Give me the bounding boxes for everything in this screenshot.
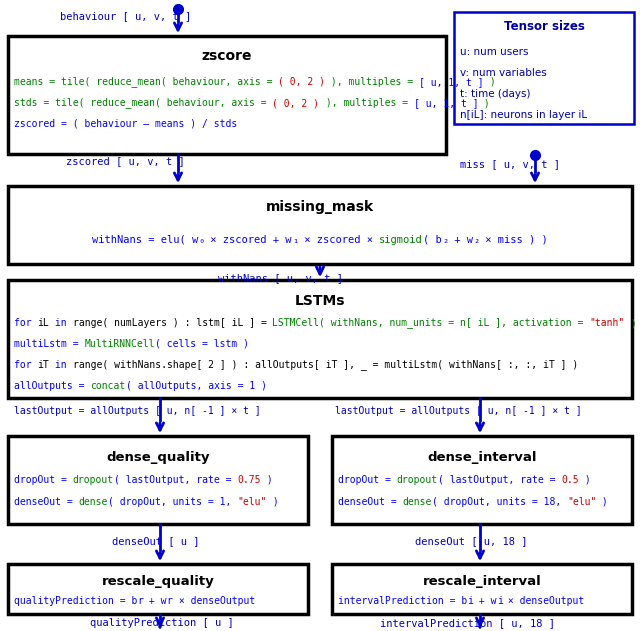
- Text: intervalPrediction = b: intervalPrediction = b: [338, 596, 467, 606]
- Text: ): ): [478, 98, 490, 108]
- Bar: [8, 186, 632, 264]
- Text: 0.75: 0.75: [237, 475, 260, 485]
- Text: ( cells = lstm ): ( cells = lstm ): [155, 339, 249, 349]
- Text: + w: + w: [143, 596, 167, 606]
- Text: ( b: ( b: [423, 235, 442, 245]
- Text: missing_mask: missing_mask: [266, 200, 374, 214]
- Text: sigmoid: sigmoid: [380, 235, 423, 245]
- Text: intervalPrediction [ u, 18 ]: intervalPrediction [ u, 18 ]: [380, 618, 555, 628]
- Text: dropout: dropout: [397, 475, 438, 485]
- Text: 0.5: 0.5: [561, 475, 579, 485]
- Text: dense_quality: dense_quality: [106, 452, 210, 464]
- Text: stds = tile( reduce_mean( behaviour, axis =: stds = tile( reduce_mean( behaviour, axi…: [14, 98, 273, 109]
- Text: "elu": "elu": [567, 497, 596, 507]
- Text: denseOut [ u, 18 ]: denseOut [ u, 18 ]: [415, 536, 527, 546]
- Text: [ u, 1, t ]: [ u, 1, t ]: [413, 98, 478, 108]
- Text: × denseOutput: × denseOutput: [173, 596, 255, 606]
- Text: zscored = ( behaviour – means ) / stds: zscored = ( behaviour – means ) / stds: [14, 119, 237, 129]
- Text: for: for: [14, 318, 38, 328]
- Text: zscore: zscore: [202, 49, 252, 63]
- Text: ₁: ₁: [292, 235, 298, 245]
- Text: ): ): [579, 475, 591, 485]
- Text: range( numLayers ) : lstm[ iL ] =: range( numLayers ) : lstm[ iL ] =: [73, 318, 273, 328]
- Text: qualityPrediction [ u ]: qualityPrediction [ u ]: [90, 618, 234, 628]
- Text: ): ): [596, 497, 608, 507]
- Text: dropOut =: dropOut =: [14, 475, 73, 485]
- Text: dropout: dropout: [73, 475, 114, 485]
- Text: ), multiples =: ), multiples =: [325, 77, 419, 87]
- Text: ): ): [625, 318, 637, 328]
- Text: rescale_quality: rescale_quality: [102, 574, 214, 587]
- Text: ): ): [260, 475, 273, 485]
- Text: in: in: [49, 360, 73, 370]
- Bar: [8, 280, 632, 398]
- Text: u: num users: u: num users: [460, 47, 529, 57]
- Text: + w: + w: [473, 596, 497, 606]
- Text: denseOut =: denseOut =: [14, 497, 79, 507]
- Text: dropOut =: dropOut =: [338, 475, 397, 485]
- Text: in: in: [49, 318, 73, 328]
- Text: lastOutput = allOutputs [ u, n[ -1 ] × t ]: lastOutput = allOutputs [ u, n[ -1 ] × t…: [335, 406, 582, 416]
- Text: r: r: [167, 596, 173, 606]
- Text: ): ): [484, 77, 496, 87]
- Text: dense_interval: dense_interval: [428, 452, 537, 464]
- Text: ( allOutputs, axis = 1 ): ( allOutputs, axis = 1 ): [125, 381, 267, 391]
- Text: ₂: ₂: [473, 235, 479, 245]
- Text: concat: concat: [90, 381, 125, 391]
- Bar: [454, 12, 634, 124]
- Bar: [8, 564, 308, 614]
- Text: ( lastOutput, rate =: ( lastOutput, rate =: [114, 475, 237, 485]
- Text: t: time (days): t: time (days): [460, 89, 531, 99]
- Bar: [332, 564, 632, 614]
- Text: Tensor sizes: Tensor sizes: [504, 20, 584, 33]
- Text: qualityPrediction = b: qualityPrediction = b: [14, 596, 138, 606]
- Text: rescale_interval: rescale_interval: [422, 574, 541, 587]
- Text: "tanh": "tanh": [589, 318, 625, 328]
- Text: ), multiples =: ), multiples =: [319, 98, 413, 108]
- Bar: [332, 436, 632, 524]
- Text: i: i: [467, 596, 473, 606]
- Text: LSTMs: LSTMs: [295, 294, 345, 308]
- Text: ( lastOutput, rate =: ( lastOutput, rate =: [438, 475, 561, 485]
- Bar: [8, 36, 446, 154]
- Text: ₂: ₂: [442, 235, 448, 245]
- Text: ( 0, 2 ): ( 0, 2 ): [273, 98, 319, 108]
- Text: means = tile( reduce_mean( behaviour, axis =: means = tile( reduce_mean( behaviour, ax…: [14, 76, 278, 88]
- Text: miss [ u, v, t ]: miss [ u, v, t ]: [460, 159, 560, 169]
- Text: × zscored ×: × zscored ×: [298, 235, 380, 245]
- Text: [ u, 1, t ]: [ u, 1, t ]: [419, 77, 484, 87]
- Bar: [8, 436, 308, 524]
- Text: ₀: ₀: [198, 235, 204, 245]
- Text: behaviour [ u, v, t ]: behaviour [ u, v, t ]: [60, 11, 191, 21]
- Text: × zscored + w: × zscored + w: [204, 235, 292, 245]
- Text: iL: iL: [38, 318, 49, 328]
- Text: withNans [ u, v, t ]: withNans [ u, v, t ]: [218, 273, 343, 283]
- Text: lastOutput = allOutputs [ u, n[ -1 ] × t ]: lastOutput = allOutputs [ u, n[ -1 ] × t…: [14, 406, 260, 416]
- Text: zscored [ u, v, t ]: zscored [ u, v, t ]: [66, 156, 185, 166]
- Text: allOutputs =: allOutputs =: [14, 381, 90, 391]
- Text: i: i: [497, 596, 502, 606]
- Text: dense: dense: [79, 497, 108, 507]
- Text: range( withNans.shape[ 2 ] ) : allOutputs[ iT ], _ = multiLstm( withNans[ :, :, : range( withNans.shape[ 2 ] ) : allOutput…: [73, 360, 578, 370]
- Text: "elu": "elu": [237, 497, 267, 507]
- Text: MultiRNNCell: MultiRNNCell: [84, 339, 155, 349]
- Text: + w: + w: [448, 235, 473, 245]
- Text: ( dropOut, units = 18,: ( dropOut, units = 18,: [432, 497, 567, 507]
- Text: × denseOutput: × denseOutput: [502, 596, 585, 606]
- Text: r: r: [138, 596, 143, 606]
- Text: iT: iT: [38, 360, 49, 370]
- Text: withNans = elu( w: withNans = elu( w: [92, 235, 198, 245]
- Text: n[iL]: neurons in layer iL: n[iL]: neurons in layer iL: [460, 110, 587, 120]
- Text: ( dropOut, units = 1,: ( dropOut, units = 1,: [108, 497, 237, 507]
- Text: multiLstm =: multiLstm =: [14, 339, 84, 349]
- Text: ( 0, 2 ): ( 0, 2 ): [278, 77, 325, 87]
- Text: for: for: [14, 360, 38, 370]
- Text: denseOut =: denseOut =: [338, 497, 403, 507]
- Text: dense: dense: [403, 497, 432, 507]
- Text: ): ): [267, 497, 278, 507]
- Text: denseOut [ u ]: denseOut [ u ]: [112, 536, 200, 546]
- Text: v: num variables: v: num variables: [460, 68, 547, 78]
- Text: LSTMCell( withNans, num_units = n[ iL ], activation =: LSTMCell( withNans, num_units = n[ iL ],…: [273, 317, 589, 329]
- Text: × miss ) ): × miss ) ): [479, 235, 548, 245]
